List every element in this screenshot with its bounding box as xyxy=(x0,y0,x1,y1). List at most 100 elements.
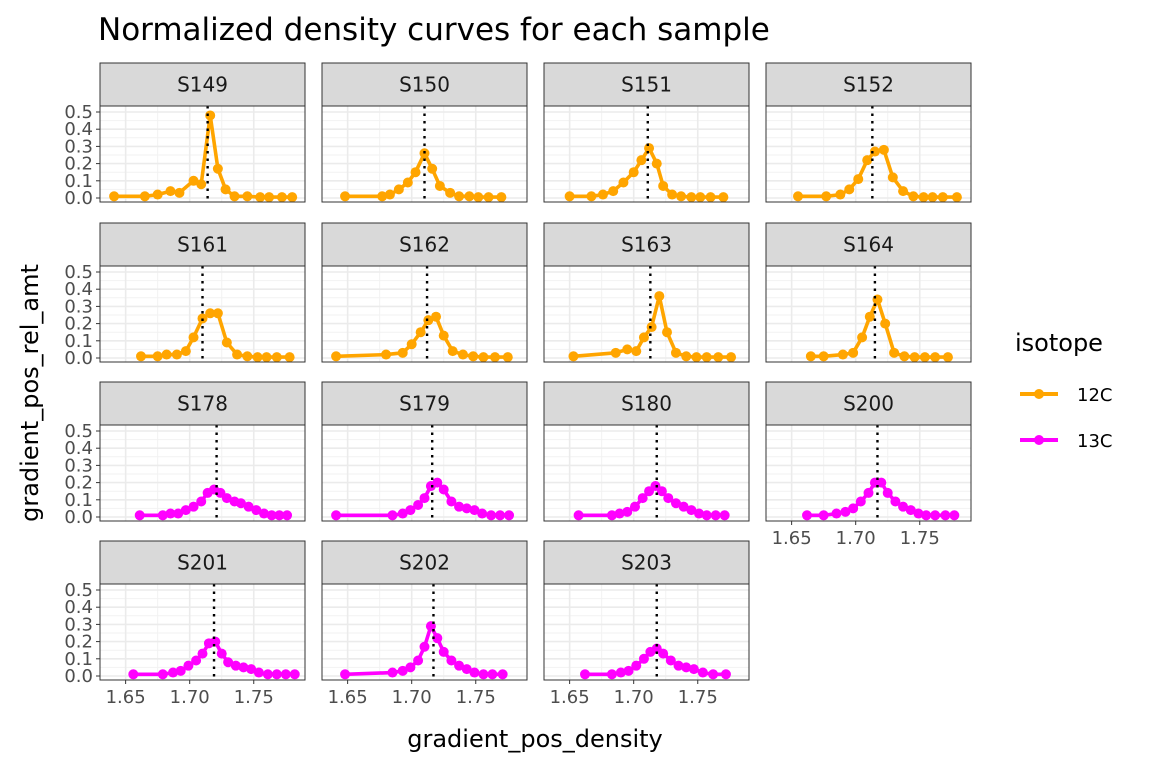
data-point xyxy=(454,191,465,202)
facet-strip xyxy=(543,222,750,267)
y-axis-title: gradient_pos_rel_amt xyxy=(16,264,44,522)
data-point xyxy=(656,486,667,497)
facet-panel-s162: S162 xyxy=(321,222,528,363)
data-point xyxy=(454,501,465,512)
data-point xyxy=(464,191,475,202)
y-tick-label: 0.2 xyxy=(64,154,93,175)
data-point xyxy=(857,332,868,343)
data-point xyxy=(280,669,291,680)
facet-strip xyxy=(99,222,306,267)
data-point xyxy=(919,352,930,363)
data-point xyxy=(853,174,864,185)
panel-border xyxy=(99,583,306,681)
data-point xyxy=(423,315,434,326)
panel-border xyxy=(99,105,306,203)
facet-strip xyxy=(99,62,306,107)
data-point xyxy=(840,506,851,517)
x-tick-label: 1.75 xyxy=(456,687,496,708)
data-point xyxy=(890,496,901,507)
data-point xyxy=(483,192,494,203)
data-point xyxy=(402,177,413,188)
data-point xyxy=(271,352,282,363)
data-point xyxy=(196,179,207,190)
data-point xyxy=(681,662,692,673)
data-point xyxy=(261,352,272,363)
data-point xyxy=(654,291,665,302)
panel-border xyxy=(543,424,750,522)
data-point xyxy=(413,655,424,666)
data-point xyxy=(180,505,191,516)
data-point xyxy=(949,510,960,521)
data-point xyxy=(615,667,626,678)
data-point xyxy=(196,496,207,507)
data-point xyxy=(139,191,150,202)
legend-entry-13c: 13C xyxy=(1020,431,1112,452)
data-point xyxy=(629,501,640,512)
data-point xyxy=(937,192,948,203)
data-point xyxy=(276,192,287,203)
data-point xyxy=(864,311,875,322)
panel-border xyxy=(765,424,972,522)
facet-strip-label: S149 xyxy=(177,73,228,97)
data-point xyxy=(927,192,938,203)
data-point xyxy=(419,641,430,652)
data-point xyxy=(173,508,184,519)
x-tick-label: 1.70 xyxy=(170,687,210,708)
y-tick-label: 0.3 xyxy=(64,455,93,476)
panel-border xyxy=(321,583,528,681)
data-point xyxy=(197,648,208,659)
data-point xyxy=(284,352,295,363)
data-point xyxy=(862,155,873,166)
data-point xyxy=(180,346,191,357)
data-point xyxy=(663,493,674,504)
data-point xyxy=(469,667,480,678)
facet-panel-s161: S161 0.00.10.20.30.40.5 xyxy=(64,222,306,369)
facet-panel-s178: S178 0.00.10.20.30.40.5 xyxy=(64,381,306,528)
legend-key-point xyxy=(1034,389,1044,399)
x-tick-label: 1.70 xyxy=(392,687,432,708)
facet-strip xyxy=(543,540,750,585)
data-point xyxy=(454,660,465,671)
data-point xyxy=(161,349,172,360)
panel-border xyxy=(543,265,750,363)
y-tick-label: 0.0 xyxy=(64,188,93,209)
x-tick-label: 1.65 xyxy=(772,528,812,549)
data-point xyxy=(216,648,227,659)
data-point xyxy=(686,192,697,203)
data-point xyxy=(252,352,263,363)
data-point xyxy=(432,477,443,488)
data-point xyxy=(264,192,275,203)
data-point xyxy=(109,191,120,202)
data-point xyxy=(930,510,941,521)
facet-panel-s149: S149 0.00.10.20.30.40.5 xyxy=(64,62,306,209)
data-point xyxy=(618,177,629,188)
facet-strip-label: S180 xyxy=(621,392,672,416)
data-point xyxy=(274,510,285,521)
y-tick-label: 0.1 xyxy=(64,490,93,511)
y-tick-label: 0.1 xyxy=(64,331,93,352)
y-tick-label: 0.5 xyxy=(64,580,93,601)
data-point xyxy=(413,499,424,510)
data-point xyxy=(637,493,648,504)
facet-strip-label: S164 xyxy=(843,233,894,257)
data-point xyxy=(606,510,617,521)
facet-strip xyxy=(321,381,528,426)
y-tick-label: 0.0 xyxy=(64,666,93,687)
facet-strip xyxy=(99,381,306,426)
facet-panel-s150: S150 xyxy=(321,62,528,203)
data-point xyxy=(636,155,647,166)
data-point xyxy=(631,660,642,671)
data-point xyxy=(128,669,139,680)
data-point xyxy=(673,660,684,671)
data-point xyxy=(638,653,649,664)
x-tick-label: 1.75 xyxy=(900,528,940,549)
panel-background xyxy=(766,425,971,521)
data-point xyxy=(287,192,298,203)
data-point xyxy=(387,667,398,678)
data-point xyxy=(134,510,145,521)
data-point xyxy=(887,172,898,183)
data-point xyxy=(232,349,243,360)
data-point xyxy=(197,313,208,324)
data-point xyxy=(331,510,342,521)
